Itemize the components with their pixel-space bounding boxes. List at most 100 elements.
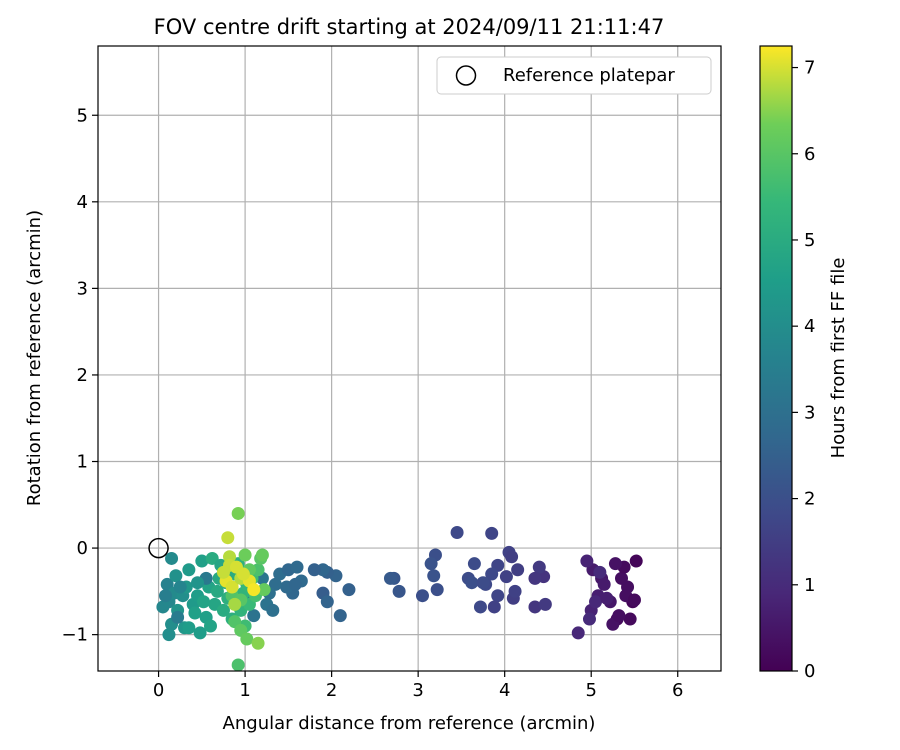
y-axis-ticks: −1 0 1 2 3 4 5 xyxy=(61,105,98,646)
data-point xyxy=(450,525,464,539)
legend-box xyxy=(436,56,712,95)
data-point xyxy=(528,600,542,614)
colorbar-tick-label: 5 xyxy=(804,230,815,251)
data-point xyxy=(173,580,187,594)
data-point xyxy=(216,565,230,579)
y-tick-label: 0 xyxy=(77,538,88,559)
data-point xyxy=(290,560,304,574)
data-point xyxy=(505,550,519,564)
colorbar-tick-label: 0 xyxy=(804,661,815,682)
legend-label: Reference platepar xyxy=(503,65,675,86)
x-axis-label: Angular distance from reference (arcmin) xyxy=(223,713,596,734)
data-point xyxy=(465,576,479,590)
data-point xyxy=(487,600,501,614)
colorbar-tick-label: 2 xyxy=(804,489,815,510)
x-tick-label: 5 xyxy=(585,680,596,701)
data-point xyxy=(571,626,585,640)
data-point xyxy=(580,554,594,568)
data-point xyxy=(231,658,245,671)
colorbar-ticks: 0 1 2 3 4 5 6 7 xyxy=(792,58,815,682)
plot-frame xyxy=(97,45,722,672)
data-point xyxy=(582,612,596,626)
x-tick-label: 2 xyxy=(326,680,337,701)
x-tick-label: 6 xyxy=(672,680,683,701)
data-point xyxy=(614,571,628,585)
y-tick-label: 4 xyxy=(77,192,88,213)
x-tick-label: 0 xyxy=(153,680,164,701)
colorbar-tick-label: 1 xyxy=(804,575,815,596)
data-point xyxy=(182,563,196,577)
data-point xyxy=(392,584,406,598)
data-point xyxy=(467,557,481,571)
data-point xyxy=(333,609,347,623)
data-point xyxy=(608,557,622,571)
data-point xyxy=(320,595,334,609)
data-point xyxy=(162,628,176,642)
colorbar-tick-label: 7 xyxy=(804,58,815,79)
data-point xyxy=(203,619,217,633)
data-point xyxy=(238,548,252,562)
data-point xyxy=(430,583,444,597)
x-tick-label: 3 xyxy=(412,680,423,701)
data-point xyxy=(231,506,245,520)
scatter-points xyxy=(156,506,643,671)
x-axis-ticks: 0 1 2 3 4 5 6 xyxy=(153,671,683,701)
data-point xyxy=(193,626,207,640)
data-point xyxy=(532,560,546,574)
reference-marker xyxy=(148,537,169,559)
data-point xyxy=(247,609,261,623)
y-tick-label: 3 xyxy=(77,278,88,299)
data-point xyxy=(221,531,235,545)
colorbar-tick-label: 6 xyxy=(804,144,815,165)
data-point xyxy=(508,584,522,598)
data-point xyxy=(240,632,254,646)
data-point xyxy=(589,595,603,609)
data-point xyxy=(171,610,185,624)
legend: Reference platepar xyxy=(436,56,712,95)
data-point xyxy=(629,554,643,568)
data-point xyxy=(538,597,552,611)
data-point xyxy=(197,595,211,609)
colorbar-tick-label: 3 xyxy=(804,402,815,423)
y-tick-label: −1 xyxy=(61,625,88,646)
data-point xyxy=(473,600,487,614)
data-point xyxy=(593,565,607,579)
data-point xyxy=(476,576,490,590)
data-point xyxy=(251,636,265,650)
data-point xyxy=(205,551,219,565)
data-point xyxy=(600,591,614,605)
data-point xyxy=(228,597,242,611)
colorbar: 0 1 2 3 4 5 6 7 Hours from first FF file xyxy=(759,45,849,682)
data-point xyxy=(182,621,196,635)
data-point xyxy=(169,569,183,583)
data-point xyxy=(225,580,239,594)
data-point xyxy=(266,603,280,617)
data-point xyxy=(191,576,205,590)
y-tick-label: 5 xyxy=(77,105,88,126)
colorbar-gradient xyxy=(759,45,793,672)
data-point xyxy=(415,589,429,603)
data-point xyxy=(188,606,202,620)
data-point xyxy=(612,609,626,623)
data-point xyxy=(307,563,321,577)
data-point xyxy=(342,583,356,597)
y-tick-label: 2 xyxy=(77,365,88,386)
y-tick-label: 1 xyxy=(77,452,88,473)
data-point xyxy=(499,570,513,584)
data-point xyxy=(511,563,525,577)
data-point xyxy=(623,612,637,626)
data-point xyxy=(210,584,224,598)
data-point xyxy=(195,554,209,568)
x-tick-label: 1 xyxy=(239,680,250,701)
data-point xyxy=(383,571,397,585)
data-point xyxy=(247,583,261,597)
data-point xyxy=(288,577,302,591)
data-point xyxy=(485,526,499,540)
data-point xyxy=(255,548,269,562)
chart-title: FOV centre drift starting at 2024/09/11 … xyxy=(154,15,665,39)
colorbar-label: Hours from first FF file xyxy=(828,258,849,459)
data-point xyxy=(627,593,641,607)
data-point xyxy=(427,569,441,583)
colorbar-tick-label: 4 xyxy=(804,316,815,337)
